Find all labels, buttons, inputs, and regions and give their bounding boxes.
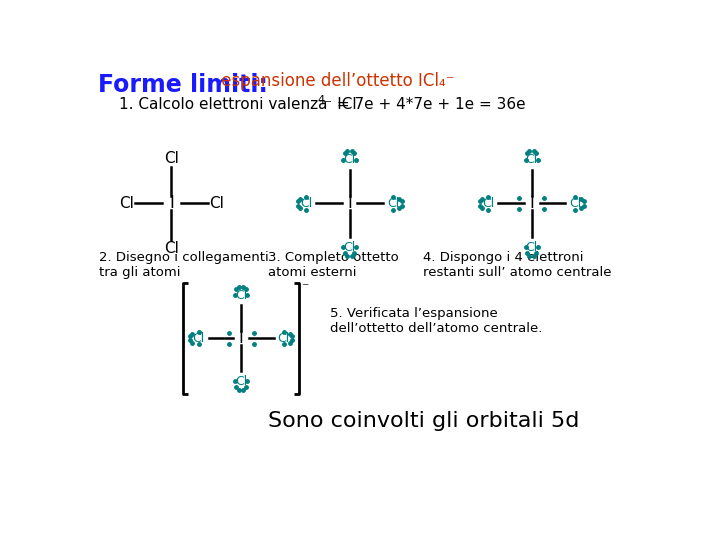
Text: Cl: Cl [526,241,538,254]
Text: Cl: Cl [526,153,538,166]
Text: 1. Calcolo elettroni valenza  ICl: 1. Calcolo elettroni valenza ICl [120,97,357,112]
Text: 2. Disegno i collegamenti
tra gli atomi: 2. Disegno i collegamenti tra gli atomi [99,251,269,279]
Text: I: I [169,194,174,212]
Text: 5. Verificata l’espansione
dell’ottetto dell’atomo centrale.: 5. Verificata l’espansione dell’ottetto … [330,307,543,335]
Text: Cl: Cl [343,153,356,166]
Text: espansione dell’ottetto ICl₄⁻: espansione dell’ottetto ICl₄⁻ [215,72,454,91]
Text: Cl: Cl [235,375,247,388]
Text: ⁻ = 7e + 4*7e + 1e = 36e: ⁻ = 7e + 4*7e + 1e = 36e [324,97,526,112]
Text: Cl: Cl [387,197,399,210]
Text: I: I [529,194,534,212]
Text: Cl: Cl [300,197,312,210]
Text: Cl: Cl [343,241,356,254]
Text: Sono coinvolti gli orbitali 5d: Sono coinvolti gli orbitali 5d [268,411,579,431]
Text: Cl: Cl [278,332,290,345]
Text: 4. Dispongo i 4 elettroni
restanti sull’ atomo centrale: 4. Dispongo i 4 elettroni restanti sull’… [423,251,612,279]
Text: Cl: Cl [164,151,179,166]
Text: Cl: Cl [119,196,134,211]
Text: Cl: Cl [569,197,581,210]
Text: Forme limiti:: Forme limiti: [98,72,268,97]
Text: Cl: Cl [209,196,224,211]
Text: Cl: Cl [192,332,204,345]
Text: 3. Completo ottetto
atomi esterni: 3. Completo ottetto atomi esterni [269,251,399,279]
Text: Cl: Cl [164,240,179,255]
Text: Cl: Cl [235,288,247,301]
Text: ⁻: ⁻ [302,281,309,295]
Text: 4: 4 [318,95,325,105]
Text: Cl: Cl [482,197,495,210]
Text: I: I [347,194,352,212]
Text: I: I [239,329,243,347]
